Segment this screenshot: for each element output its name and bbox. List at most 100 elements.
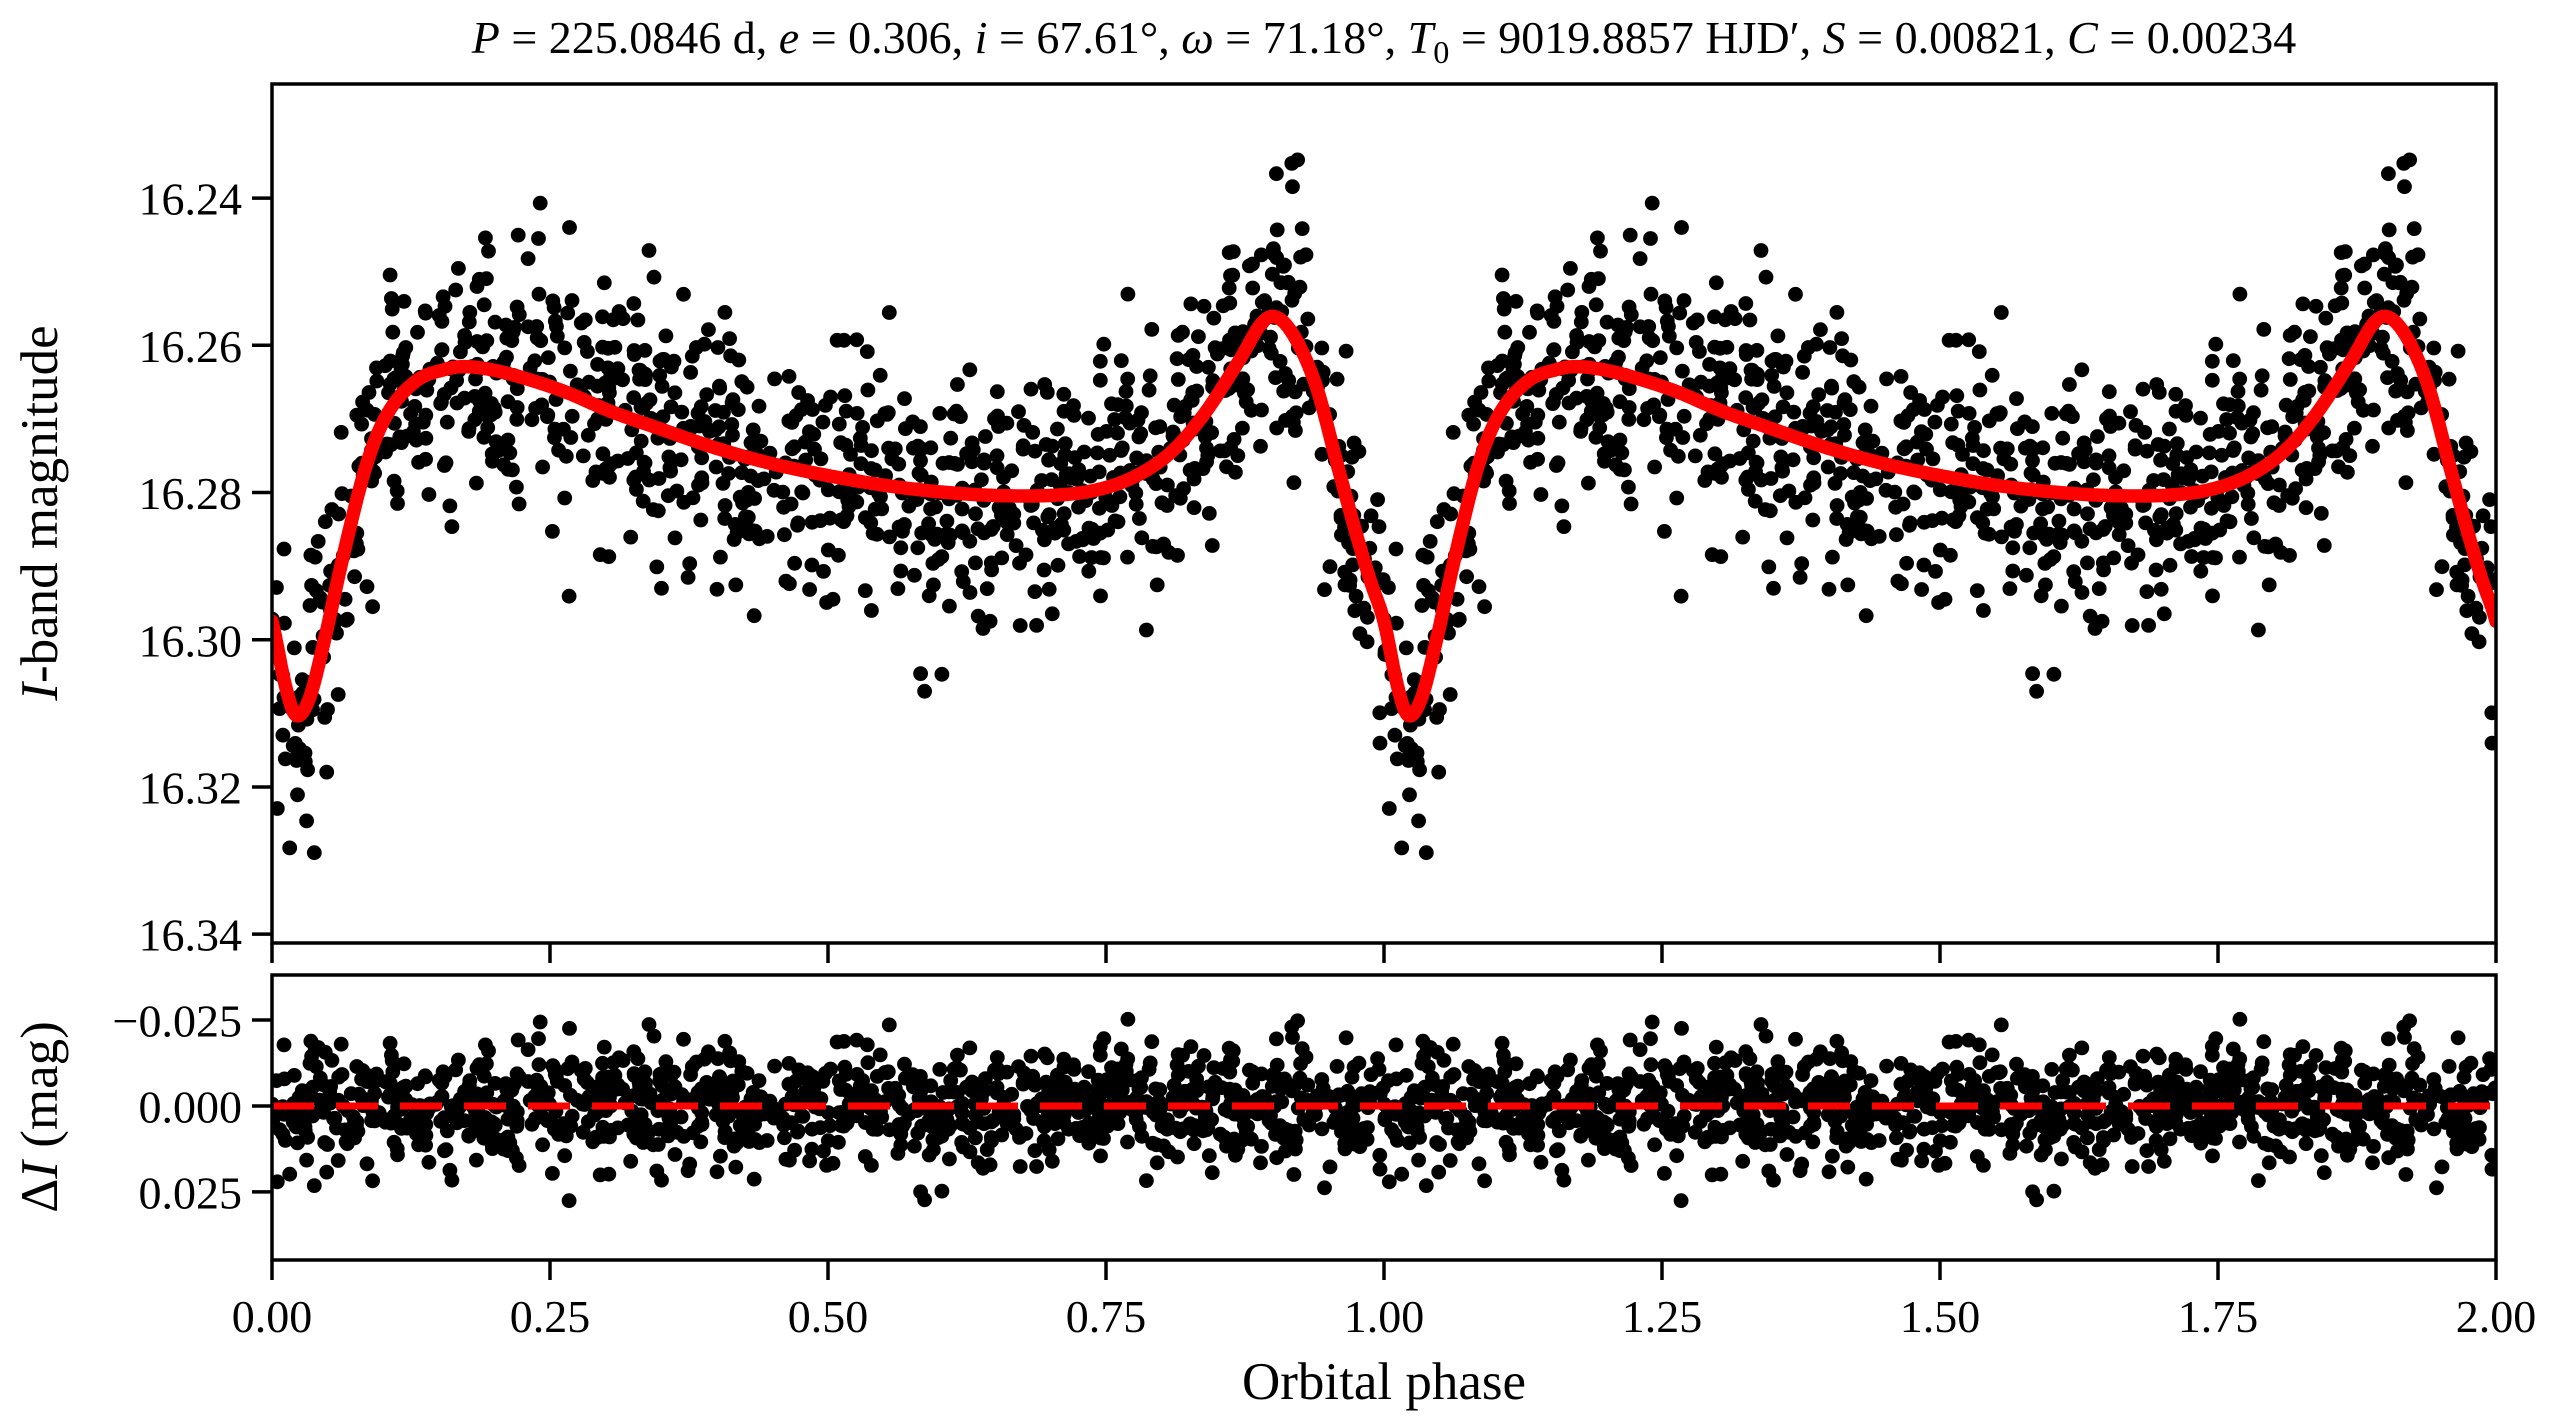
data-point (1389, 615, 1404, 631)
data-point (1889, 527, 1904, 543)
residual-point (285, 1114, 301, 1130)
data-point (1092, 353, 1108, 369)
data-point (1201, 359, 1216, 375)
data-point (1735, 529, 1751, 545)
data-point (1322, 559, 1338, 575)
data-point (1443, 506, 1459, 522)
data-point (2010, 421, 2025, 437)
residual-point (1643, 1031, 1658, 1047)
data-point (1675, 363, 1690, 379)
data-point (968, 506, 983, 522)
residual-point (676, 1031, 691, 1047)
data-point (1314, 446, 1330, 462)
residual-point (2331, 1138, 2346, 1154)
data-point (914, 525, 930, 541)
data-point (1152, 419, 1168, 434)
residual-point (1735, 1153, 1751, 1169)
data-point (290, 787, 305, 803)
data-point (2066, 501, 2082, 517)
residual-point (1476, 1093, 1491, 1109)
residual-point (1829, 1130, 1845, 1145)
residual-point (806, 1080, 822, 1096)
residual-point (1141, 1062, 1157, 1077)
data-point (2035, 440, 2051, 456)
residual-point (2298, 1136, 2314, 1151)
residual-point (2193, 1135, 2209, 1151)
data-point (469, 279, 485, 294)
data-point (2349, 385, 2364, 401)
residual-point (661, 1110, 677, 1126)
data-point (1805, 512, 1821, 528)
residual-point (2484, 1161, 2496, 1177)
data-point (831, 547, 846, 563)
data-point (893, 563, 909, 579)
residual-point (2365, 1155, 2380, 1171)
data-point (1738, 296, 1754, 311)
residual-point (812, 1120, 828, 1136)
residual-point (1207, 1074, 1223, 1090)
residual-point (1805, 1134, 1821, 1150)
data-point (1050, 421, 1065, 437)
data-point (777, 527, 792, 543)
residual-point (2293, 1064, 2309, 1079)
residual-point (2288, 1121, 2304, 1137)
residual-point (1646, 1108, 1662, 1124)
data-point (1207, 340, 1223, 356)
data-point (701, 322, 716, 338)
data-point (509, 299, 525, 315)
residual-point (1530, 1137, 1545, 1153)
residual-point (2240, 1106, 2256, 1122)
residual-point (2043, 1099, 2059, 1114)
data-point (667, 530, 683, 546)
residual-point (2066, 1135, 2082, 1150)
data-point (1971, 344, 1987, 359)
residual-point (320, 1137, 335, 1152)
data-point (1879, 371, 1894, 387)
data-point (2193, 410, 2208, 426)
data-point (1040, 509, 1056, 525)
residual-point (611, 1050, 627, 1066)
data-point (596, 275, 612, 291)
residual-point (1608, 1141, 1624, 1157)
data-point (2457, 557, 2473, 573)
data-point (1317, 582, 1332, 598)
residual-point (1092, 1047, 1108, 1063)
residual-point (731, 1054, 747, 1069)
residual-point (1377, 1112, 1393, 1128)
residual-point (1673, 1193, 1689, 1209)
residual-point (2141, 1159, 2157, 1174)
residual-point (829, 1034, 845, 1050)
data-point (1852, 509, 1868, 525)
residual-point (2484, 1147, 2496, 1163)
residual-point (2375, 1115, 2391, 1131)
data-point (1902, 515, 1918, 531)
data-point (2381, 222, 2397, 238)
y-tick-label: 0.025 (139, 1167, 243, 1218)
residual-point (1477, 1173, 1492, 1189)
residual-point (610, 1077, 626, 1093)
residual-point (1471, 1156, 1487, 1172)
data-point (2208, 550, 2223, 566)
residual-point (2313, 1148, 2329, 1164)
data-point (725, 392, 741, 408)
residual-point (1855, 1106, 1871, 1122)
data-point (1672, 305, 1688, 321)
data-point (300, 762, 315, 778)
data-point (365, 599, 380, 615)
residual-point (434, 1113, 449, 1129)
data-point (927, 532, 943, 547)
data-point (476, 429, 492, 445)
residual-point (2253, 1062, 2269, 1077)
data-point (1795, 365, 1810, 380)
residual-point (2410, 1049, 2426, 1065)
residual-point (365, 1173, 380, 1189)
data-point (1496, 301, 1512, 317)
residual-point (1494, 1035, 1510, 1051)
residual-point (1186, 1136, 1202, 1151)
residual-point (2424, 1090, 2440, 1105)
residual-point (1540, 1097, 1556, 1112)
data-point (2087, 621, 2103, 636)
data-point (1345, 557, 1361, 573)
residual-point (2420, 1107, 2435, 1122)
residual-point (531, 1057, 547, 1073)
